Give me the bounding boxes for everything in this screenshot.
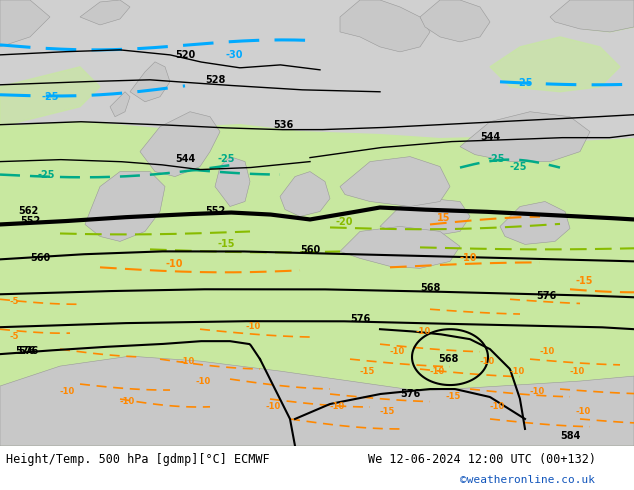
- Polygon shape: [500, 201, 570, 245]
- Polygon shape: [140, 112, 220, 176]
- Text: 576: 576: [15, 346, 36, 356]
- Text: -25: -25: [218, 153, 235, 164]
- Text: 560: 560: [30, 253, 50, 263]
- Text: 544: 544: [175, 153, 195, 164]
- Polygon shape: [280, 172, 330, 217]
- Text: 568: 568: [438, 354, 458, 364]
- Text: Height/Temp. 500 hPa [gdmp][°C] ECMWF: Height/Temp. 500 hPa [gdmp][°C] ECMWF: [6, 453, 269, 466]
- Text: -30: -30: [225, 50, 242, 60]
- Text: -25: -25: [488, 153, 505, 164]
- Text: We 12-06-2024 12:00 UTC (00+132): We 12-06-2024 12:00 UTC (00+132): [368, 453, 596, 466]
- Text: -5: -5: [10, 297, 20, 306]
- Text: -10: -10: [180, 357, 195, 366]
- Text: 552: 552: [205, 206, 225, 217]
- Polygon shape: [130, 62, 170, 102]
- Text: 552: 552: [20, 217, 40, 226]
- Polygon shape: [340, 226, 460, 269]
- Polygon shape: [490, 37, 620, 92]
- Polygon shape: [550, 0, 634, 32]
- Text: 576: 576: [536, 291, 556, 301]
- Polygon shape: [80, 0, 130, 25]
- Text: -10: -10: [60, 387, 75, 396]
- Text: -15: -15: [218, 240, 235, 249]
- Text: -10: -10: [245, 322, 260, 331]
- Text: -5: -5: [10, 332, 20, 341]
- Text: -10: -10: [415, 327, 430, 336]
- Polygon shape: [215, 157, 250, 206]
- Text: 544: 544: [480, 132, 500, 142]
- Polygon shape: [110, 92, 130, 117]
- Text: -25: -25: [515, 78, 533, 88]
- Polygon shape: [0, 0, 50, 47]
- Text: -10: -10: [510, 367, 525, 376]
- Text: 576: 576: [400, 389, 420, 399]
- Text: -10: -10: [120, 397, 135, 406]
- Polygon shape: [0, 356, 634, 446]
- Polygon shape: [460, 112, 590, 162]
- Text: 576: 576: [18, 346, 38, 356]
- Text: 528: 528: [205, 75, 225, 85]
- Text: -15: -15: [575, 276, 593, 286]
- Text: 536: 536: [273, 120, 293, 130]
- Text: 584: 584: [560, 431, 580, 441]
- Polygon shape: [340, 157, 450, 206]
- Polygon shape: [340, 0, 430, 52]
- Polygon shape: [85, 172, 165, 242]
- Text: -20: -20: [335, 218, 353, 227]
- Polygon shape: [420, 0, 490, 42]
- Text: -10: -10: [575, 407, 590, 416]
- Text: -15: -15: [380, 407, 396, 416]
- Text: -15: -15: [360, 367, 375, 376]
- Text: -10: -10: [195, 377, 210, 386]
- Text: -10: -10: [490, 402, 505, 411]
- Text: 568: 568: [420, 283, 440, 294]
- Text: -10: -10: [480, 357, 495, 366]
- Text: 15: 15: [437, 214, 451, 223]
- Polygon shape: [0, 67, 100, 127]
- Text: -25: -25: [38, 170, 56, 179]
- Text: -10: -10: [330, 402, 346, 411]
- Text: -10: -10: [540, 347, 555, 356]
- Text: -10: -10: [390, 347, 405, 356]
- Text: -15: -15: [445, 392, 460, 401]
- Text: -10: -10: [570, 367, 585, 376]
- Text: -25: -25: [510, 162, 527, 172]
- Text: 560: 560: [300, 245, 320, 255]
- Text: -10: -10: [460, 253, 477, 263]
- Text: -25: -25: [42, 92, 60, 102]
- Text: 562: 562: [18, 206, 38, 217]
- Text: 520: 520: [175, 50, 195, 60]
- Text: -10: -10: [530, 387, 545, 396]
- Polygon shape: [0, 122, 634, 446]
- Polygon shape: [570, 2, 634, 32]
- Text: ©weatheronline.co.uk: ©weatheronline.co.uk: [460, 475, 595, 485]
- Polygon shape: [380, 198, 470, 236]
- Text: -10: -10: [430, 367, 445, 376]
- Text: 576: 576: [350, 314, 370, 324]
- Text: -10: -10: [165, 259, 183, 270]
- Text: -10: -10: [265, 402, 280, 411]
